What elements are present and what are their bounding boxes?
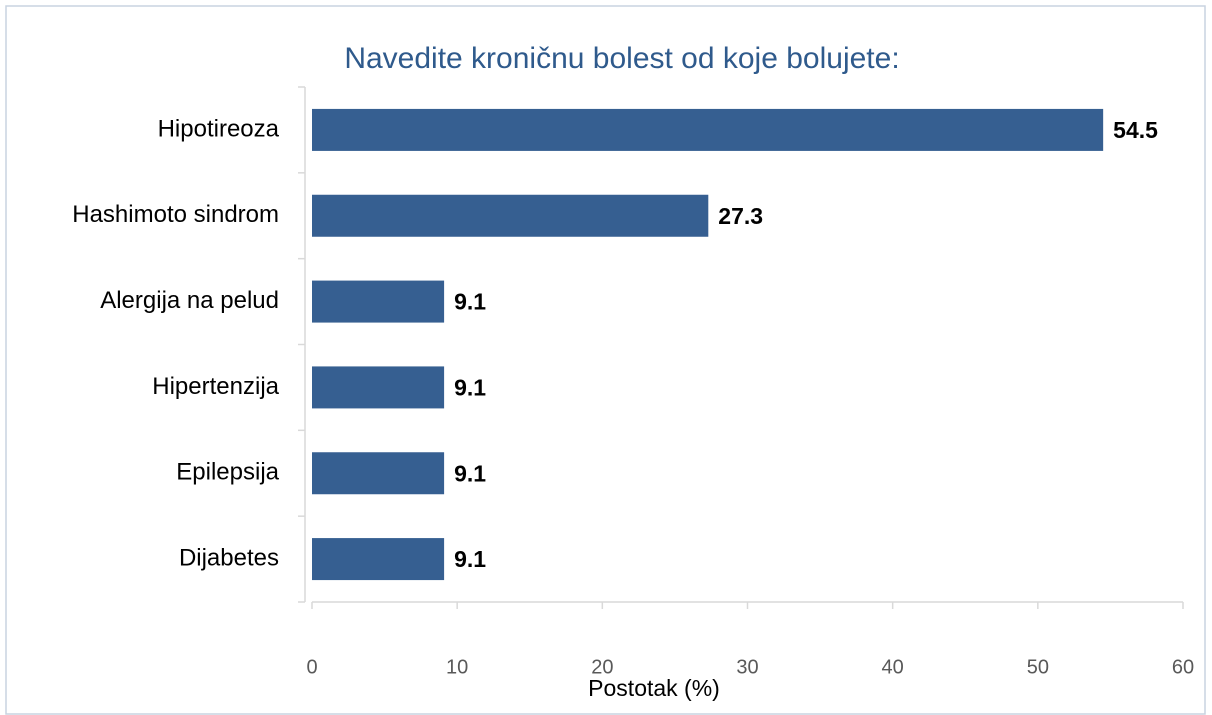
x-tick-label: 10: [446, 656, 468, 678]
x-tick-label: 0: [306, 656, 317, 678]
value-label: 9.1: [454, 546, 486, 572]
chart-title: Navedite kroničnu bolest od koje bolujet…: [344, 42, 899, 75]
value-label: 27.3: [718, 203, 763, 229]
bar: [312, 452, 445, 495]
x-tick-label: 30: [736, 656, 758, 678]
bar: [312, 280, 445, 323]
bar: [312, 108, 1104, 151]
value-label: 9.1: [454, 374, 486, 400]
y-tick-label: Dijabetes: [179, 544, 279, 571]
value-label: 9.1: [454, 289, 486, 315]
bar: [312, 538, 445, 581]
y-tick-label: Epilepsija: [176, 459, 279, 486]
value-label: 54.5: [1113, 117, 1158, 143]
bar: [312, 194, 709, 237]
value-label: 9.1: [454, 460, 486, 486]
x-tick-label: 60: [1172, 656, 1194, 678]
x-axis-label: Postotak (%): [588, 675, 720, 701]
y-tick-label: Hashimoto sindrom: [72, 201, 279, 228]
y-tick-label: Hipotireoza: [158, 115, 280, 142]
y-tick-label: Alergija na pelud: [100, 287, 279, 314]
bar: [312, 366, 445, 409]
x-tick-label: 50: [1027, 656, 1049, 678]
x-tick-label: 40: [882, 656, 904, 678]
y-tick-label: Hipertenzija: [152, 373, 279, 400]
x-tick-label: 20: [591, 656, 613, 678]
